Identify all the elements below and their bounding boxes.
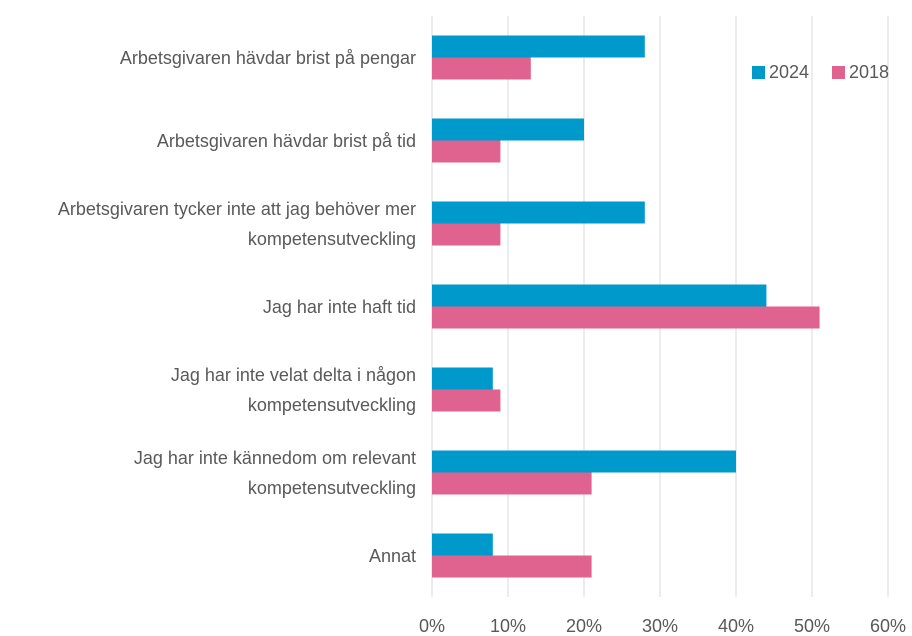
y-tick-label: Jag har inte haft tid bbox=[262, 296, 416, 317]
bar bbox=[432, 284, 767, 307]
y-tick-label: Arbetsgivaren hävdar brist på tid bbox=[156, 130, 416, 151]
y-tick-label: Jag har inte velat delta i någon kompete… bbox=[170, 364, 416, 415]
y-tick-label: Annat bbox=[368, 545, 416, 566]
bar bbox=[432, 533, 493, 556]
bar bbox=[432, 367, 493, 390]
bar bbox=[432, 389, 501, 412]
y-tick-label: Jag har inte kännedom om relevant kompet… bbox=[133, 447, 416, 498]
x-tick-label: 0% bbox=[419, 616, 445, 636]
legend-label: 2018 bbox=[849, 62, 889, 82]
bar bbox=[432, 201, 645, 224]
bar bbox=[432, 118, 584, 141]
x-tick-label: 50% bbox=[794, 616, 830, 636]
bar bbox=[432, 223, 501, 246]
y-tick-label: Arbetsgivaren tycker inte att jag behöve… bbox=[57, 198, 416, 249]
bar bbox=[432, 555, 592, 578]
bar bbox=[432, 472, 592, 495]
x-tick-label: 60% bbox=[870, 616, 906, 636]
x-tick-label: 20% bbox=[566, 616, 602, 636]
legend-swatch bbox=[832, 66, 845, 79]
legend-label: 2024 bbox=[769, 62, 809, 82]
legend-swatch bbox=[752, 66, 765, 79]
x-tick-label: 10% bbox=[490, 616, 526, 636]
bar bbox=[432, 450, 736, 473]
x-tick-label: 40% bbox=[718, 616, 754, 636]
bar bbox=[432, 140, 501, 163]
y-tick-label: Arbetsgivaren hävdar brist på pengar bbox=[119, 47, 416, 68]
bar bbox=[432, 306, 820, 329]
x-tick-label: 30% bbox=[642, 616, 678, 636]
bar bbox=[432, 57, 531, 80]
bar bbox=[432, 35, 645, 58]
